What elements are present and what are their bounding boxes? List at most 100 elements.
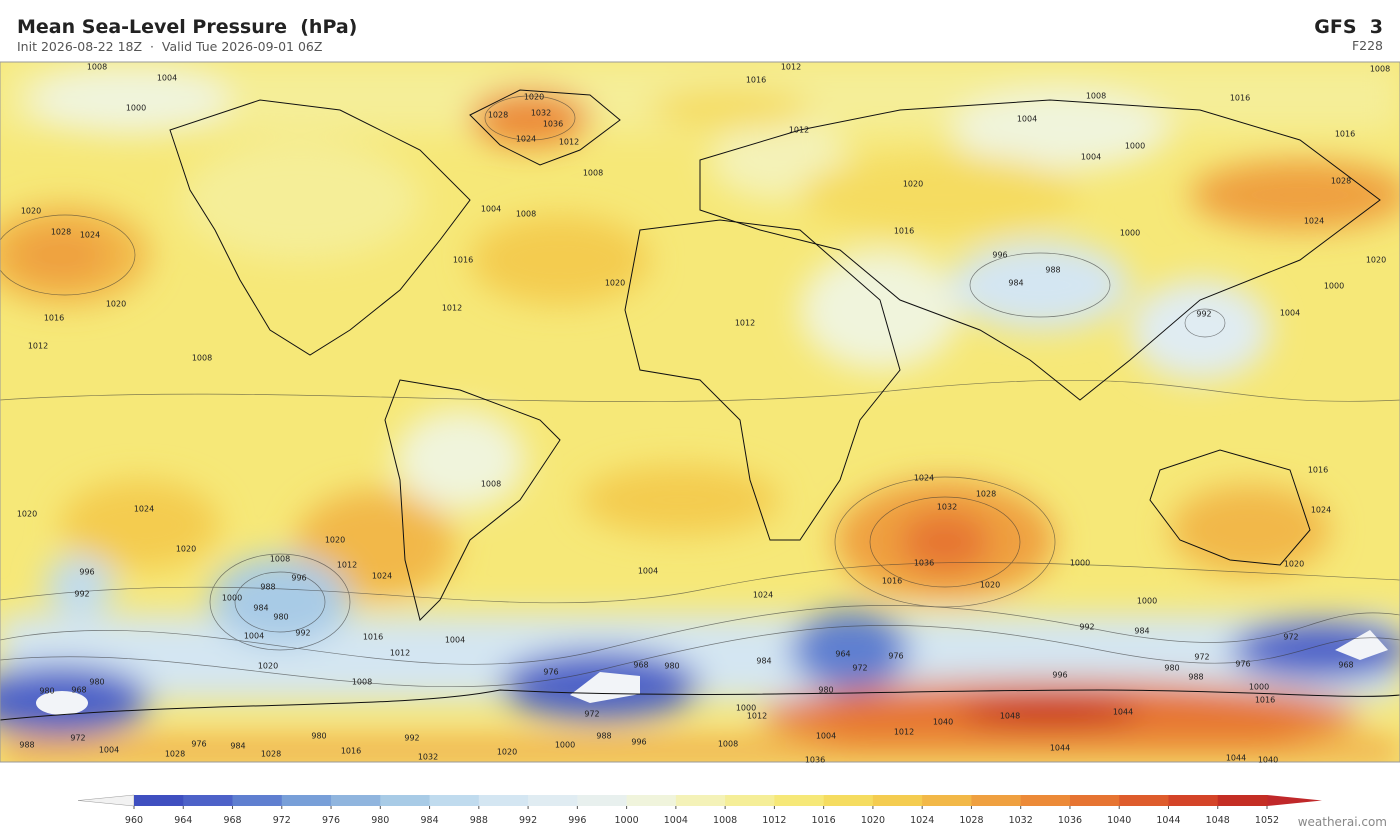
contour-label: 1012 <box>337 561 357 570</box>
pressure-field <box>0 62 1400 762</box>
contour-label: 988 <box>19 741 34 750</box>
contour-label: 984 <box>756 657 771 666</box>
colorbar-segment <box>1119 795 1169 806</box>
contour-label: 972 <box>852 664 867 673</box>
contour-label: 996 <box>1052 671 1067 680</box>
contour-label: 1008 <box>1086 92 1106 101</box>
map-frame <box>0 61 1400 763</box>
colorbar-segment <box>1069 795 1120 806</box>
colorbar-tick-label: 1008 <box>713 815 737 826</box>
contour-label: 984 <box>1134 627 1149 636</box>
colorbar-segment <box>183 795 234 806</box>
contour-label: 1012 <box>789 126 809 135</box>
colorbar-segment <box>528 795 578 806</box>
contour-label: 1048 <box>1000 712 1020 721</box>
colorbar-tick-label: 1000 <box>615 815 639 826</box>
contour-label: 1000 <box>1070 559 1090 568</box>
colorbar-tick-label: 1044 <box>1156 815 1180 826</box>
contour-label: 976 <box>191 740 206 749</box>
colorbar-tick-label: 984 <box>420 815 438 826</box>
contour-label: 1008 <box>481 480 501 489</box>
contour-label: 1008 <box>516 210 536 219</box>
contour-label: 988 <box>1045 266 1060 275</box>
colorbar-tick-label: 1024 <box>910 815 934 826</box>
colorbar: 960 964 968 972 976 980 984 988 992 996 1000 1004 10… <box>77 794 1322 826</box>
contour-label: 1004 <box>816 732 836 741</box>
contour-label: 1000 <box>1137 597 1157 606</box>
forecast-hour: F228 <box>1351 38 1383 53</box>
contour-label: 1024 <box>134 505 154 514</box>
contour-label: 988 <box>1188 673 1203 682</box>
contour-label: 1020 <box>258 662 278 671</box>
contour-label: 1012 <box>747 712 767 721</box>
contour-label: 1020 <box>21 207 41 216</box>
contour-label: 1028 <box>165 750 185 759</box>
contour-label: 1020 <box>497 748 517 757</box>
contour-label: 988 <box>596 732 611 741</box>
colorbar-segment <box>478 795 529 806</box>
contour-label: 1012 <box>390 649 410 658</box>
colorbar-segment <box>725 795 775 806</box>
contour-label: 980 <box>664 662 679 671</box>
contour-label: 968 <box>1338 661 1353 670</box>
contour-label: 1008 <box>87 63 107 72</box>
contour-label: 1012 <box>559 138 579 147</box>
contour-label: 1004 <box>99 746 119 755</box>
contour-label: 984 <box>230 742 245 751</box>
contour-label: 1020 <box>524 93 544 102</box>
contour-label: 1000 <box>736 704 756 713</box>
contour-label: 1040 <box>933 718 953 727</box>
contour-label: 1016 <box>882 577 902 586</box>
contour-label: 1000 <box>555 741 575 750</box>
contour-label: 992 <box>295 629 310 638</box>
colorbar-segment <box>1168 795 1219 806</box>
contour-label: 976 <box>1235 660 1250 669</box>
contour-label: 1024 <box>516 135 536 144</box>
colorbar-tick-label: 1040 <box>1107 815 1131 826</box>
contour-label: 1044 <box>1113 708 1133 717</box>
contour-label: 968 <box>633 661 648 670</box>
contour-label: 972 <box>1194 653 1209 662</box>
contour-label: 1016 <box>1230 94 1250 103</box>
contour-label: 1044 <box>1050 744 1070 753</box>
colorbar-segment <box>823 795 874 806</box>
contour-label: 1028 <box>51 228 71 237</box>
contour-label: 1008 <box>352 678 372 687</box>
colorbar-segment <box>1217 795 1268 806</box>
contour-label: 1044 <box>1226 754 1246 763</box>
contour-label: 1012 <box>781 63 801 72</box>
contour-label: 1028 <box>1331 177 1351 186</box>
contour-label: 1004 <box>445 636 465 645</box>
colorbar-segment <box>134 795 184 806</box>
contour-label: 980 <box>311 732 326 741</box>
colorbar-segment <box>872 795 923 806</box>
contour-label: 1032 <box>937 503 957 512</box>
contour-label: 968 <box>71 686 86 695</box>
colorbar-segment <box>429 795 480 806</box>
contour-label: 1024 <box>1304 217 1324 226</box>
contour-label: 1016 <box>746 76 766 85</box>
contour-label: 980 <box>89 678 104 687</box>
colorbar-tick-label: 996 <box>568 815 586 826</box>
contour-label: 1020 <box>1284 560 1304 569</box>
colorbar-segment <box>331 795 381 806</box>
colorbar-tick-label: 1012 <box>762 815 786 826</box>
contour-label: 980 <box>273 613 288 622</box>
contour-label: 1040 <box>1258 756 1278 765</box>
colorbar-over <box>1267 795 1322 806</box>
contour-label: 996 <box>79 568 94 577</box>
contour-label: 980 <box>39 687 54 696</box>
contour-label: 1024 <box>1311 506 1331 515</box>
contour-label: 1000 <box>126 104 146 113</box>
contour-label: 1012 <box>442 304 462 313</box>
coastlines <box>0 89 1400 721</box>
contour-label: 1008 <box>583 169 603 178</box>
colorbar-tick-label: 1004 <box>664 815 688 826</box>
contour-label: 1016 <box>1255 696 1275 705</box>
colorbar-segment <box>774 795 825 806</box>
watermark: weatherai.com <box>1297 815 1387 829</box>
model: GFS 3 <box>1314 16 1383 38</box>
contour-label: 1020 <box>980 581 1000 590</box>
contour-label: 1012 <box>28 342 48 351</box>
